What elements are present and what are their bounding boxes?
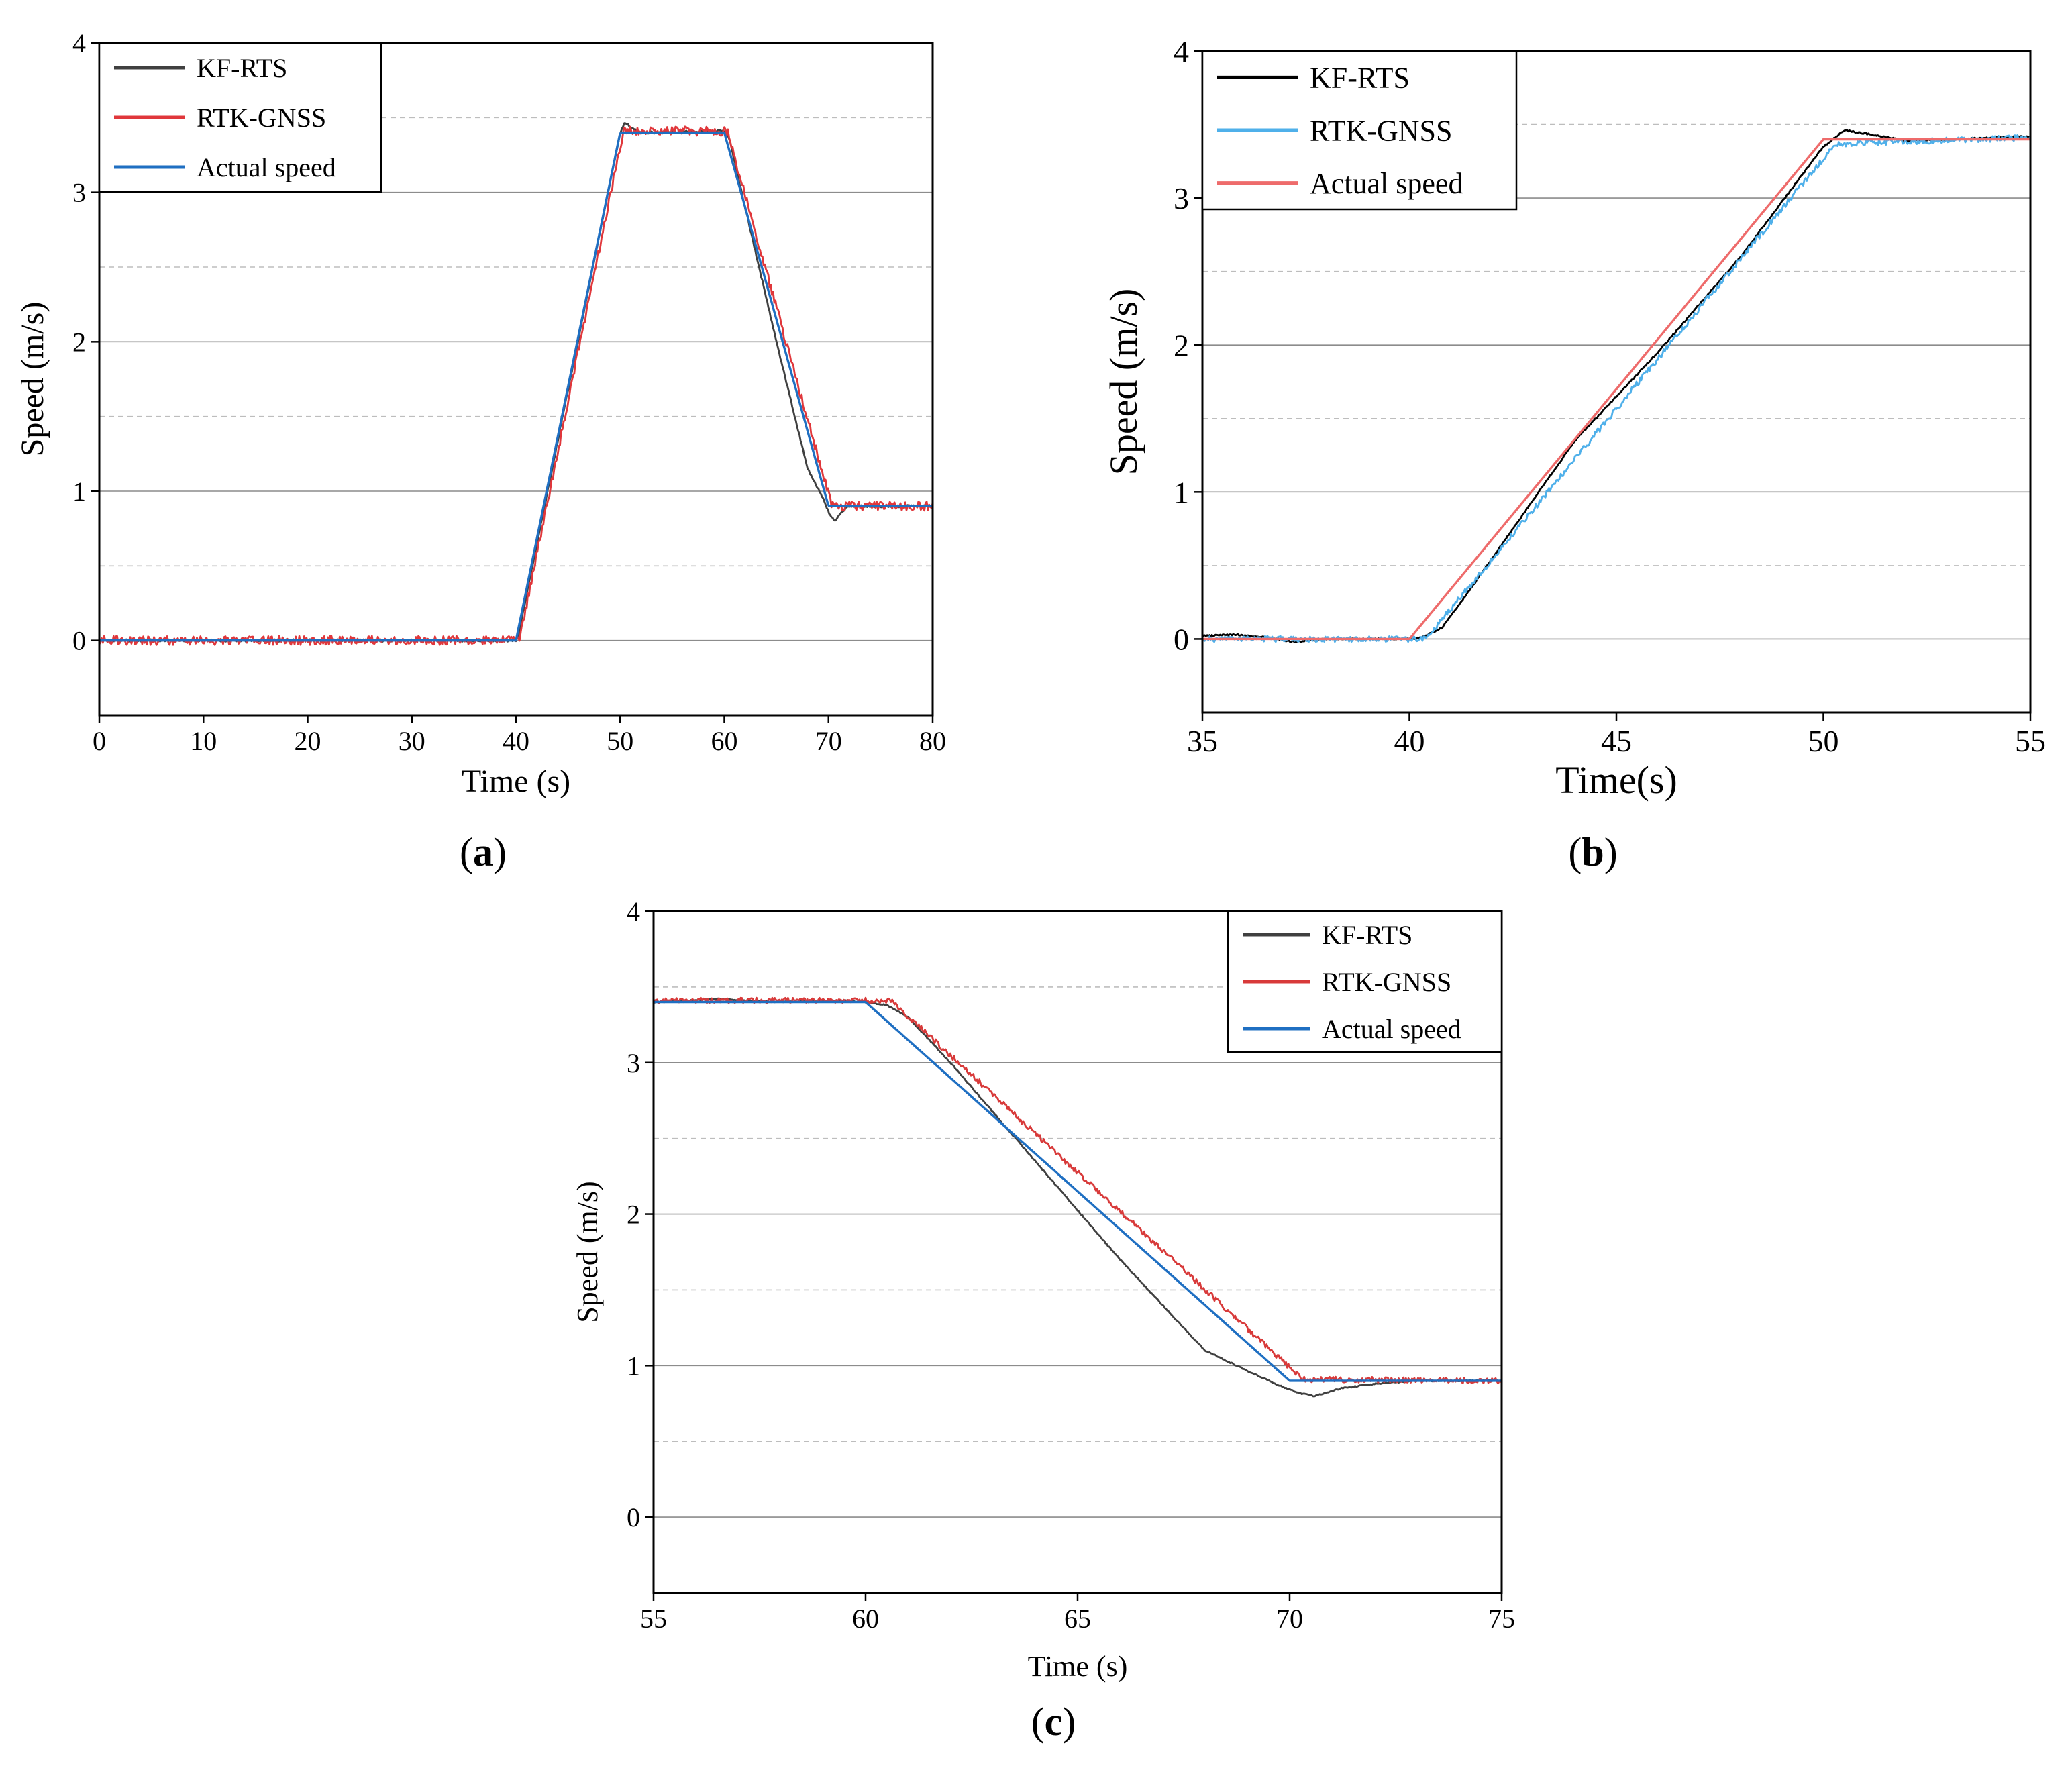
y-tick-label-b: 4 xyxy=(1174,34,1189,68)
x-tick-label-a: 60 xyxy=(711,726,738,756)
y-axis-label-a: Speed (m/s) xyxy=(15,302,50,457)
x-tick-label-c: 60 xyxy=(852,1604,879,1634)
series-line-actual-speed-b xyxy=(1202,138,2030,641)
y-tick-label-a: 1 xyxy=(72,476,86,507)
y-axis-label-b: Speed (m/s) xyxy=(1102,289,1145,476)
y-tick-label-a: 4 xyxy=(72,28,86,58)
y-tick-label-b: 3 xyxy=(1174,181,1189,215)
series-line-rtk-gnss-a xyxy=(99,125,933,646)
legend-label-c: KF-RTS xyxy=(1322,920,1412,950)
x-tick-label-b: 40 xyxy=(1394,724,1425,758)
legend-label-c: RTK-GNSS xyxy=(1322,967,1451,997)
x-tick-label-a: 80 xyxy=(919,726,946,756)
x-tick-label-c: 75 xyxy=(1488,1604,1515,1634)
y-tick-label-a: 2 xyxy=(72,327,86,357)
x-tick-label-b: 45 xyxy=(1601,724,1632,758)
chart-a: (a) 0 10 20 30 40 50 60 70 80 0 1 2 3 4 Time (s) Speed … xyxy=(15,28,946,874)
x-tick-label-b: 55 xyxy=(2015,724,2046,758)
series-line-actual-speed-a xyxy=(99,131,933,642)
x-tick-label-a: 70 xyxy=(815,726,842,756)
y-tick-label-b: 1 xyxy=(1174,475,1189,509)
chart-c: (c) 55 60 65 70 75 0 1 2 3 4 Time (s) Speed (m/s) KF… xyxy=(571,896,1515,1744)
legend-b: KF-RTS RTK-GNSS Actual speed xyxy=(1201,50,1518,211)
panel-label-b: (b) xyxy=(1568,830,1617,874)
y-tick-label-c: 4 xyxy=(627,896,640,927)
x-tick-label-a: 40 xyxy=(503,726,529,756)
x-tick-label-a: 20 xyxy=(295,726,321,756)
x-tick-label-a: 30 xyxy=(399,726,425,756)
x-tick-label-a: 50 xyxy=(607,726,633,756)
y-tick-label-b: 0 xyxy=(1174,623,1189,657)
y-tick-label-a: 3 xyxy=(72,178,86,208)
legend-c: KF-RTS RTK-GNSS Actual speed xyxy=(1227,910,1503,1053)
x-axis-label-b: Time(s) xyxy=(1555,758,1677,802)
y-tick-label-c: 0 xyxy=(627,1502,640,1532)
x-tick-label-b: 35 xyxy=(1187,724,1218,758)
series-line-kf-rts-a xyxy=(99,122,933,643)
panel-label-a: (a) xyxy=(460,830,507,874)
legend-label-b: KF-RTS xyxy=(1310,62,1410,95)
legend-label-a: RTK-GNSS xyxy=(197,103,326,133)
x-axis-label-c: Time (s) xyxy=(1028,1650,1128,1683)
legend-label-b: Actual speed xyxy=(1310,167,1463,200)
y-tick-label-b: 2 xyxy=(1174,328,1189,362)
series-line-actual-speed-c xyxy=(654,1000,1502,1382)
series-line-kf-rts-c xyxy=(654,997,1502,1398)
x-tick-label-a: 0 xyxy=(93,726,106,756)
legend-label-b: RTK-GNSS xyxy=(1310,114,1453,147)
x-axis-label-a: Time (s) xyxy=(462,764,570,799)
x-tick-label-c: 65 xyxy=(1064,1604,1091,1634)
y-tick-label-a: 0 xyxy=(72,626,86,656)
y-tick-label-c: 1 xyxy=(627,1351,640,1381)
legend-a: KF-RTS RTK-GNSS Actual speed xyxy=(98,42,382,193)
y-tick-label-c: 2 xyxy=(627,1200,640,1230)
legend-label-c: Actual speed xyxy=(1322,1014,1461,1044)
x-tick-label-c: 55 xyxy=(640,1604,667,1634)
x-tick-label-a: 10 xyxy=(190,726,217,756)
y-axis-label-c: Speed (m/s) xyxy=(571,1181,604,1322)
legend-label-a: Actual speed xyxy=(197,152,336,182)
panel-label-c: (c) xyxy=(1031,1700,1076,1744)
legend-label-a: KF-RTS xyxy=(197,53,287,83)
chart-b: (b) 35 40 45 50 55 0 1 2 3 4 Time(s) Speed (m/s) KF-… xyxy=(1102,34,2046,874)
x-tick-label-c: 70 xyxy=(1276,1604,1303,1634)
y-tick-label-c: 3 xyxy=(627,1048,640,1078)
x-tick-label-b: 50 xyxy=(1808,724,1839,758)
